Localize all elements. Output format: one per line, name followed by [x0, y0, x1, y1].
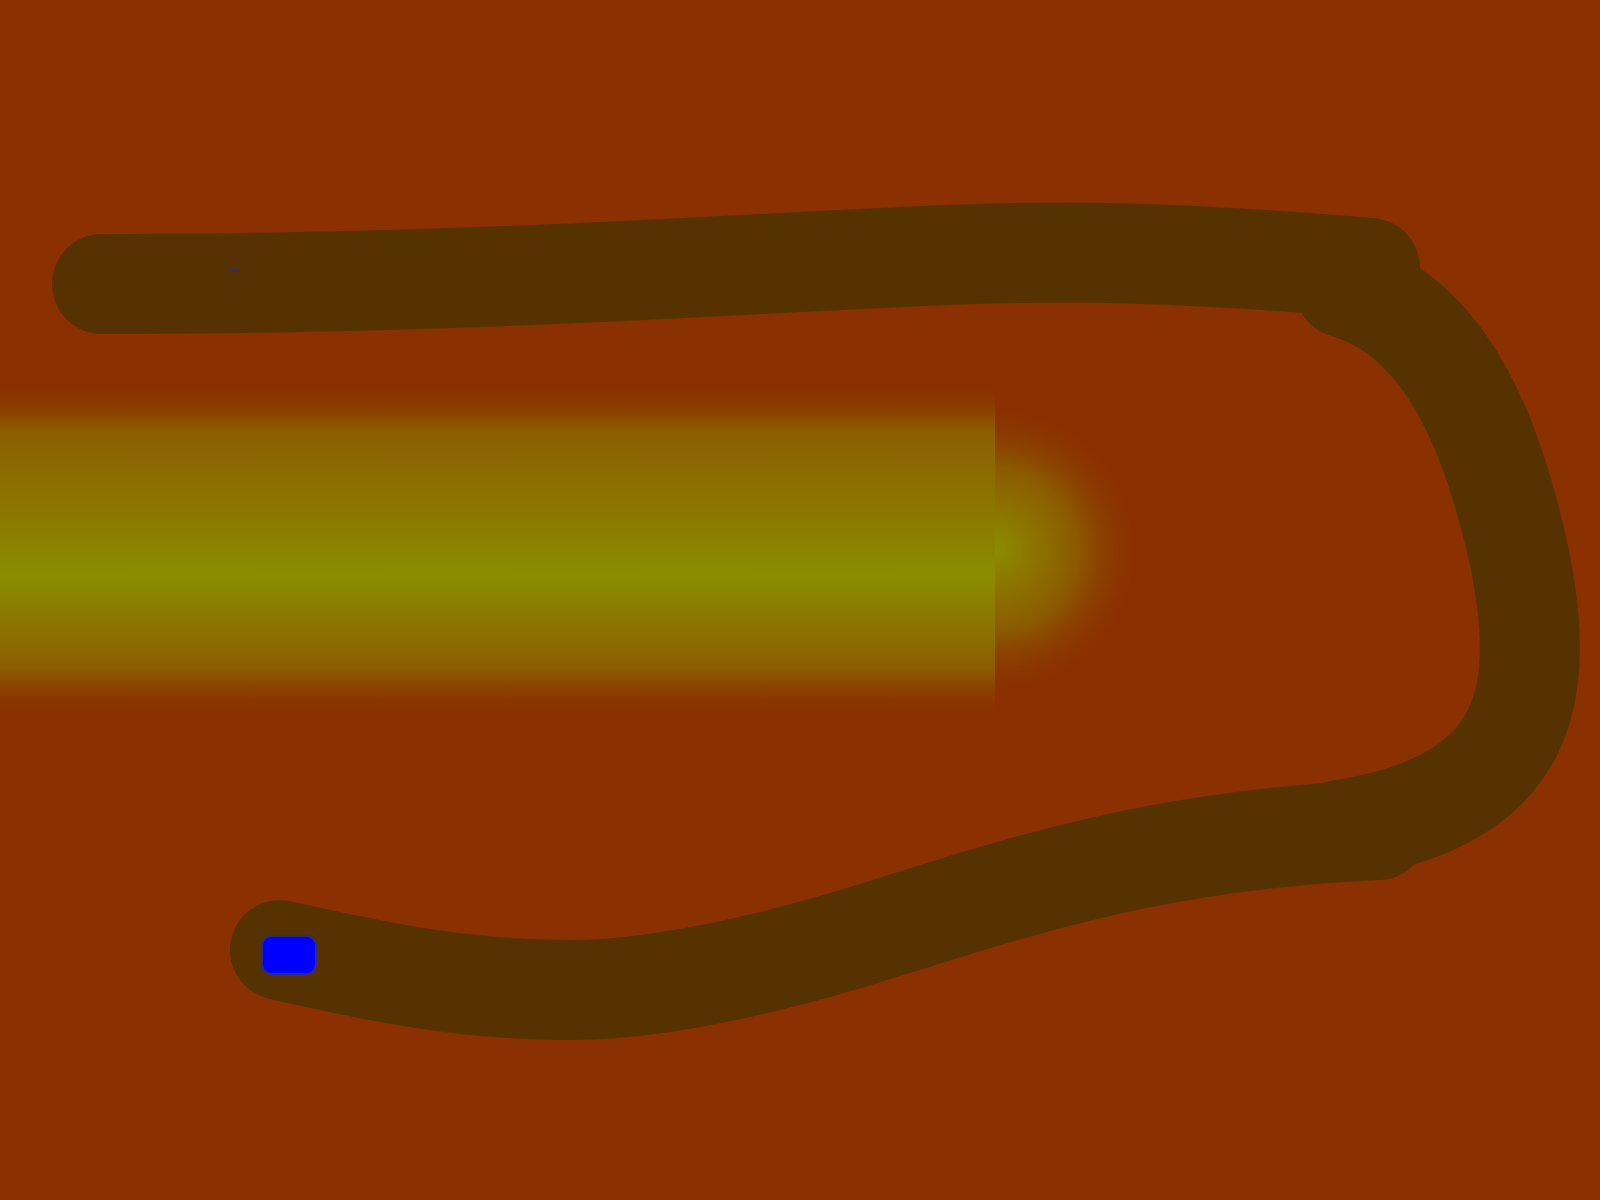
- track-path-icon: [52, 202, 1580, 1040]
- light-beam-cap: [995, 385, 1148, 720]
- light-beam-body: [0, 380, 995, 720]
- track-segment-top: [52, 202, 1420, 334]
- player-marker-icon[interactable]: [261, 935, 317, 975]
- track-segment-bottom: [230, 780, 1428, 1040]
- track-segment-right: [1290, 238, 1580, 880]
- light-beam-icon: [0, 380, 1148, 720]
- start-tick: [230, 270, 238, 272]
